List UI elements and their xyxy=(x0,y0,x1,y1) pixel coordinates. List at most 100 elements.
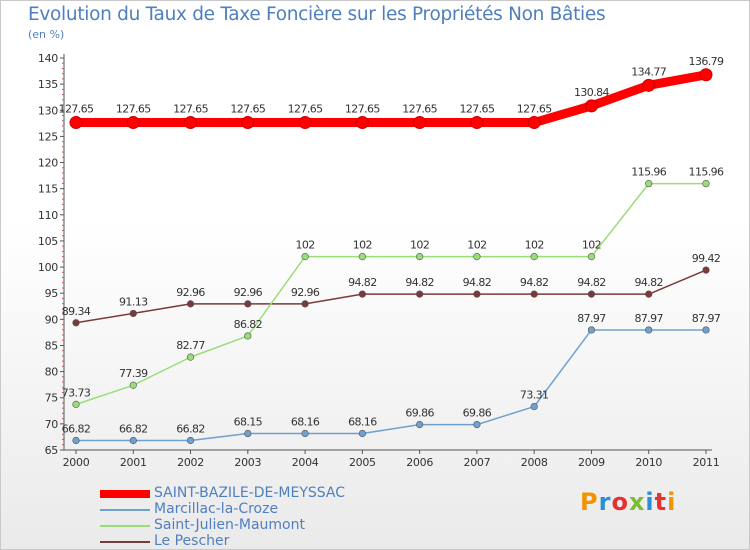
y-tick-label: 85 xyxy=(45,339,59,352)
data-label: 94.82 xyxy=(634,276,663,289)
data-label: 127.65 xyxy=(59,103,94,116)
data-label: 94.82 xyxy=(348,276,377,289)
data-label: 115.96 xyxy=(689,166,724,179)
logo-letter: i xyxy=(645,488,655,516)
proxiti-logo: Proxiti xyxy=(580,488,676,516)
data-label: 68.16 xyxy=(291,415,320,428)
data-label: 66.82 xyxy=(62,422,91,435)
data-label: 66.82 xyxy=(119,422,148,435)
series-line xyxy=(75,269,707,324)
data-point xyxy=(470,116,484,130)
data-point xyxy=(186,353,195,361)
y-tick-label: 135 xyxy=(38,78,58,91)
legend-swatch xyxy=(100,541,150,543)
y-tick-label: 115 xyxy=(38,183,58,196)
x-tick-label: 2000 xyxy=(63,456,90,469)
legend-swatch xyxy=(100,509,150,511)
data-point xyxy=(186,300,195,308)
data-point xyxy=(416,253,424,261)
y-tick-label: 120 xyxy=(38,157,58,170)
data-point xyxy=(301,429,309,438)
line-chart: 65 70 75 80 85 90 95 100 105 110 115 120 125 130 135 14… xyxy=(38,52,725,469)
data-label: 73.73 xyxy=(62,386,91,399)
data-point xyxy=(587,326,596,334)
data-point xyxy=(301,300,309,308)
data-label: 92.96 xyxy=(176,286,205,299)
data-point xyxy=(355,116,369,130)
data-label: 82.77 xyxy=(176,339,205,352)
data-label: 86.82 xyxy=(234,318,263,331)
data-point xyxy=(416,290,424,298)
data-label: 102 xyxy=(353,239,372,252)
data-point xyxy=(298,116,312,130)
legend-label: Saint-Julien-Maumont xyxy=(154,517,305,533)
data-label: 99.42 xyxy=(692,252,721,265)
data-point xyxy=(702,326,710,334)
y-tick-label: 130 xyxy=(38,104,58,117)
legend-label: SAINT-BAZILE-DE-MEYSSAC xyxy=(154,485,346,501)
data-point xyxy=(530,402,538,411)
data-label: 102 xyxy=(295,239,314,252)
data-label: 94.82 xyxy=(463,276,492,289)
logo-letter: x xyxy=(628,488,646,516)
data-label: 68.15 xyxy=(234,416,263,429)
data-point xyxy=(184,116,198,130)
data-label: 69.86 xyxy=(463,407,492,420)
data-label: 115.96 xyxy=(631,166,666,179)
data-point xyxy=(473,290,481,298)
data-label: 127.65 xyxy=(459,103,494,116)
data-point xyxy=(702,266,710,274)
data-point xyxy=(416,420,424,429)
data-point xyxy=(129,436,137,445)
data-label: 94.82 xyxy=(577,276,606,289)
data-point xyxy=(358,253,366,261)
data-label: 127.65 xyxy=(402,103,437,116)
data-label: 92.96 xyxy=(291,286,320,299)
legend-swatch xyxy=(100,490,150,498)
x-tick-label: 2002 xyxy=(177,456,204,469)
data-point xyxy=(129,381,137,389)
data-point xyxy=(244,300,252,308)
y-tick-label: 90 xyxy=(45,313,59,326)
x-tick-label: 2011 xyxy=(693,456,720,469)
data-label: 73.31 xyxy=(520,389,549,402)
logo-letter: r xyxy=(598,488,612,516)
data-point xyxy=(530,253,538,261)
data-label: 134.77 xyxy=(631,65,666,78)
y-tick-label: 70 xyxy=(45,418,59,431)
logo-letter: t xyxy=(654,488,668,516)
x-tick-label: 2004 xyxy=(292,456,319,469)
x-tick-label: 2010 xyxy=(635,456,662,469)
logo-letter: i xyxy=(667,488,677,516)
data-point xyxy=(241,116,255,130)
logo-letter: P xyxy=(580,488,599,516)
data-point xyxy=(301,253,309,261)
data-label: 94.82 xyxy=(405,276,434,289)
data-point xyxy=(527,116,541,130)
y-tick-label: 65 xyxy=(45,444,59,457)
data-label: 87.97 xyxy=(577,312,606,325)
data-point xyxy=(473,253,481,261)
data-label: 91.13 xyxy=(119,295,148,308)
data-point xyxy=(473,420,481,429)
x-tick-label: 2003 xyxy=(234,456,261,469)
data-label: 130.84 xyxy=(574,86,609,99)
y-tick-label: 125 xyxy=(38,130,58,143)
x-tick-label: 2009 xyxy=(578,456,605,469)
data-point xyxy=(702,180,710,188)
y-tick-label: 100 xyxy=(38,261,58,274)
data-point xyxy=(645,180,653,188)
x-tick-label: 2007 xyxy=(464,456,491,469)
data-label: 87.97 xyxy=(692,312,721,325)
data-label: 127.65 xyxy=(230,103,265,116)
x-tick-label: 2008 xyxy=(521,456,548,469)
data-label: 127.65 xyxy=(116,103,151,116)
x-tick-label: 2005 xyxy=(349,456,376,469)
data-point xyxy=(244,332,252,340)
data-label: 66.82 xyxy=(176,422,205,435)
y-tick-label: 80 xyxy=(45,366,59,379)
data-point xyxy=(584,99,598,113)
x-tick-label: 2001 xyxy=(120,456,147,469)
series-line xyxy=(75,329,707,442)
data-point xyxy=(645,326,653,334)
